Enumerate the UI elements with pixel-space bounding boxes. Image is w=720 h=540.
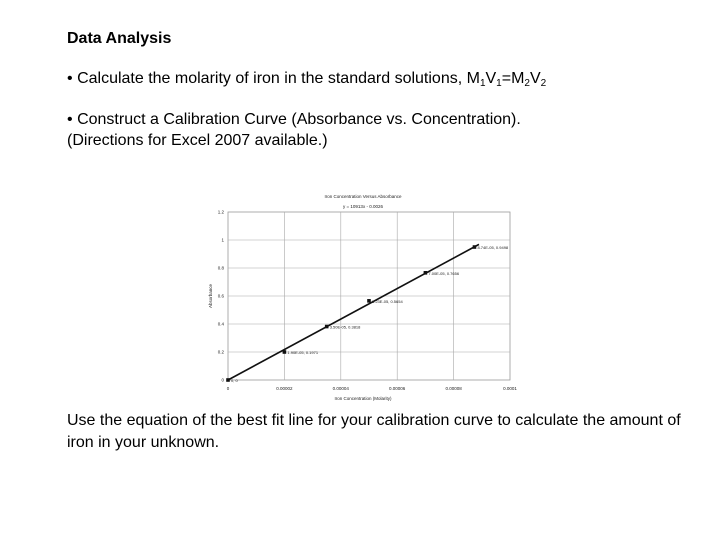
data-point [282,350,287,354]
formula-equals: = [501,70,512,87]
chart-title: Iron Concentration Versus Absorbance [324,194,402,199]
y-tick-label: 0.6 [218,294,225,299]
x-axis-label: Iron Concentration (Molarity) [334,396,392,401]
data-label: 3.50E-05, 0.3818 [330,325,361,330]
bullet-molarity: • Calculate the molarity of iron in the … [67,70,546,89]
instructions-text: Use the equation of the best fit line fo… [67,412,681,451]
formula-v1: V [485,70,497,87]
formula-v2: V [529,70,541,87]
y-tick-label: 0 [221,378,224,383]
x-tick-label: 0.00004 [333,386,350,391]
data-point [324,324,329,329]
grid-lines [228,212,510,380]
data-label: 8.74E-05, 0.9498 [477,245,508,250]
formula-sub1: 1 [479,78,486,89]
x-tick-label: 0.00008 [445,386,462,391]
calibration-chart: Iron Concentration Versus Absorbance y =… [208,194,518,401]
bullet-line-1: • Construct a Calibration Curve (Absorba… [67,109,687,130]
formula-m1: M [466,70,480,87]
formula-sub3: 2 [524,78,530,89]
y-axis-label: Absorbance [208,284,213,309]
tick-labels: 0 0.00002 0.00004 0.00006 0.00008 0.000100.20… [218,210,518,391]
y-tick-label: 1 [221,238,224,243]
bullet-line-2: (Directions for Excel 2007 available.) [67,132,328,149]
y-tick-label: 1.2 [218,210,225,215]
data-point [367,299,371,303]
data-point [226,378,230,382]
y-tick-label: 0.8 [218,266,225,271]
bullet-text: Construct a Calibration Curve (Absorbanc… [77,111,521,128]
x-tick-label: 0.00006 [389,386,406,391]
trendline [227,243,480,381]
chart-equation: y = 10913x - 0.0026 [343,204,383,209]
y-tick-label: 0.4 [218,322,225,327]
bullet-marker: • [67,111,73,128]
data-label: 1.90E-05, 0.1971 [287,350,318,355]
data-points: 0, 0 1.90E-05, 0.1971 3.50E-05, 0.3818 5.23… [226,245,509,383]
data-label: 0, 0 [231,378,238,383]
data-point [423,271,428,275]
slide-title: Data Analysis [67,30,172,47]
data-point [472,245,477,249]
formula-sub4: 2 [540,78,547,89]
data-label: 7.00E-05, 0.7656 [428,271,459,276]
bullet-calibration: • Construct a Calibration Curve (Absorba… [67,109,687,151]
formula-sub2: 1 [496,78,502,89]
formula-m2: M [511,70,525,87]
bullet-text: Calculate the molarity of iron in the st… [77,70,467,87]
x-tick-label: 0 [227,386,230,391]
data-label: 5.23E-05, 0.5654 [372,299,403,304]
x-tick-label: 0.00002 [276,386,293,391]
bullet-marker: • [67,70,73,87]
x-tick-label: 0.0001 [503,386,517,391]
y-tick-label: 0.2 [218,350,225,355]
